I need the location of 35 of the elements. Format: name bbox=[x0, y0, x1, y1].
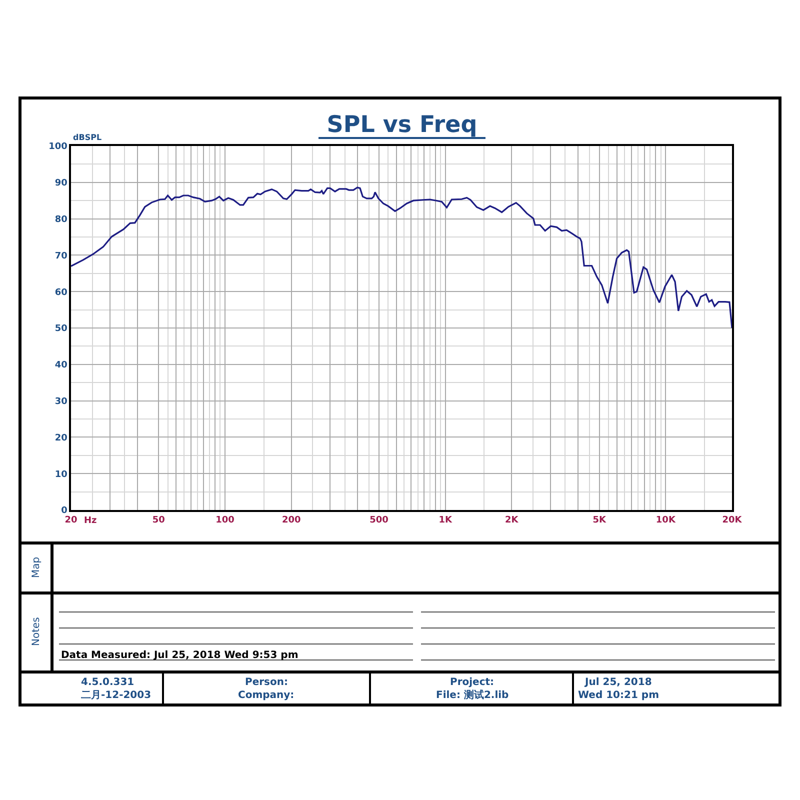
text: 4.5.0.331 bbox=[81, 677, 134, 688]
x-tick-label: 50 bbox=[152, 516, 165, 526]
y-axis-title: dBSPL bbox=[73, 133, 102, 142]
x-tick-label: 10K bbox=[656, 516, 676, 526]
x-tick-label: 100 bbox=[216, 516, 234, 526]
text: Data Measured: Jul 25, 2018 Wed 9:53 pm bbox=[61, 650, 298, 661]
y-tick-label: 40 bbox=[54, 360, 68, 371]
x-tick-label: 500 bbox=[370, 516, 388, 526]
x-tick-label: 200 bbox=[282, 516, 301, 526]
text: Wed 10:21 pm bbox=[578, 690, 659, 701]
x-tick-label: 20K bbox=[722, 516, 743, 526]
text: File: 测试2.lib bbox=[436, 689, 509, 701]
y-tick-label: 50 bbox=[54, 324, 68, 334]
y-tick-label: 90 bbox=[54, 178, 68, 189]
x-tick-label: 20 bbox=[64, 516, 78, 526]
x-tick-label: 2K bbox=[505, 516, 520, 526]
y-tick-label: 10 bbox=[54, 470, 68, 480]
x-axis-title: Hz bbox=[84, 516, 97, 526]
text: Person: bbox=[245, 677, 288, 688]
y-tick-label: 0 bbox=[61, 506, 68, 516]
y-tick-label: 20 bbox=[54, 433, 68, 444]
chart-title: SPL vs Freq bbox=[326, 112, 478, 138]
text: Notes bbox=[31, 617, 42, 646]
y-tick-label: 60 bbox=[54, 288, 68, 298]
text: Map bbox=[31, 556, 42, 578]
text: Company: bbox=[238, 690, 294, 701]
x-tick-label: 1K bbox=[438, 516, 453, 526]
y-tick-label: 80 bbox=[54, 214, 68, 225]
text: 二月-12-2003 bbox=[81, 690, 152, 701]
y-tick-label: 100 bbox=[48, 142, 68, 152]
x-tick-label: 5K bbox=[592, 516, 607, 526]
y-tick-label: 30 bbox=[54, 396, 68, 407]
text: Project: bbox=[450, 677, 494, 688]
y-tick-label: 70 bbox=[54, 251, 68, 262]
text: Jul 25, 2018 bbox=[584, 677, 652, 688]
